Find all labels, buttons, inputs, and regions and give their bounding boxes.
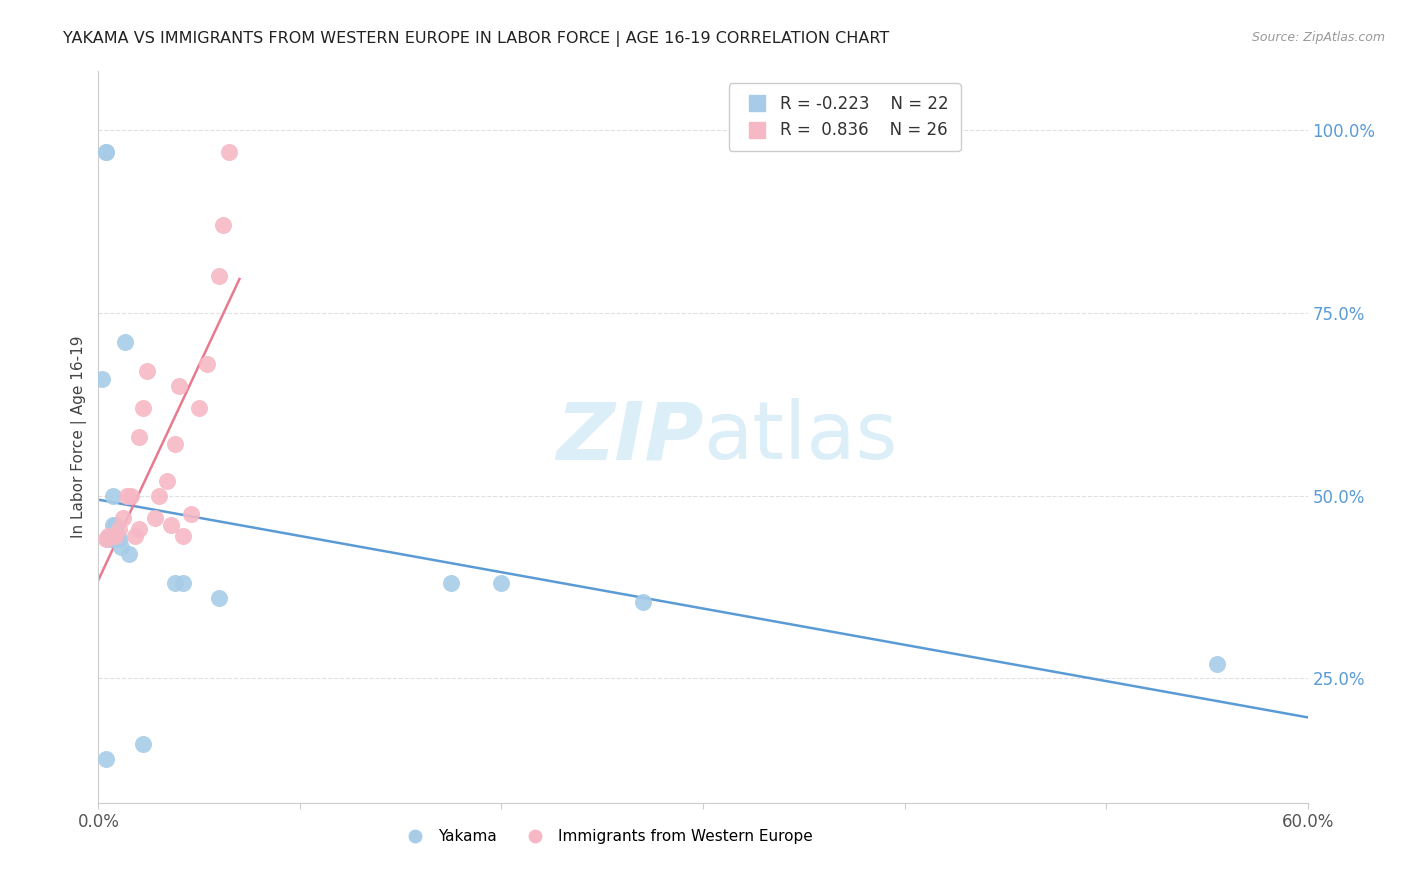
Point	[491, 576, 513, 591]
Point	[107, 521, 129, 535]
Point	[132, 401, 155, 415]
Point	[135, 364, 157, 378]
Point	[115, 489, 138, 503]
Point	[107, 533, 129, 547]
Point	[101, 489, 124, 503]
Point	[96, 752, 118, 766]
Point	[114, 334, 136, 349]
Point	[160, 517, 183, 532]
Point	[218, 145, 240, 159]
Point	[440, 576, 463, 591]
Point	[105, 529, 128, 543]
Point	[124, 529, 146, 543]
Point	[172, 529, 194, 543]
Point	[120, 489, 142, 503]
Point	[110, 540, 132, 554]
Point	[148, 489, 170, 503]
Legend: Yakama, Immigrants from Western Europe: Yakama, Immigrants from Western Europe	[394, 822, 818, 850]
Point	[631, 594, 654, 608]
Point	[97, 533, 120, 547]
Point	[118, 547, 141, 561]
Point	[128, 430, 150, 444]
Point	[100, 533, 122, 547]
Point	[167, 379, 190, 393]
Point	[128, 521, 150, 535]
Text: Source: ZipAtlas.com: Source: ZipAtlas.com	[1251, 31, 1385, 45]
Point	[156, 474, 179, 488]
Point	[163, 437, 186, 451]
Text: YAKAMA VS IMMIGRANTS FROM WESTERN EUROPE IN LABOR FORCE | AGE 16-19 CORRELATION : YAKAMA VS IMMIGRANTS FROM WESTERN EUROPE…	[63, 31, 890, 47]
Point	[96, 533, 118, 547]
Point	[180, 507, 202, 521]
Point	[91, 371, 114, 385]
Point	[188, 401, 211, 415]
Point	[143, 510, 166, 524]
Point	[195, 357, 218, 371]
Point	[101, 529, 124, 543]
Point	[163, 576, 186, 591]
Point	[96, 145, 118, 159]
Point	[172, 576, 194, 591]
Point	[208, 269, 231, 284]
Point	[212, 218, 235, 232]
Y-axis label: In Labor Force | Age 16-19: In Labor Force | Age 16-19	[72, 335, 87, 539]
Point	[101, 517, 124, 532]
Point	[111, 510, 134, 524]
Point	[132, 737, 155, 751]
Point	[208, 591, 231, 605]
Point	[96, 145, 118, 159]
Point	[103, 517, 125, 532]
Text: atlas: atlas	[703, 398, 897, 476]
Point	[103, 529, 125, 543]
Point	[97, 529, 120, 543]
Text: ZIP: ZIP	[555, 398, 703, 476]
Point	[1206, 657, 1229, 671]
